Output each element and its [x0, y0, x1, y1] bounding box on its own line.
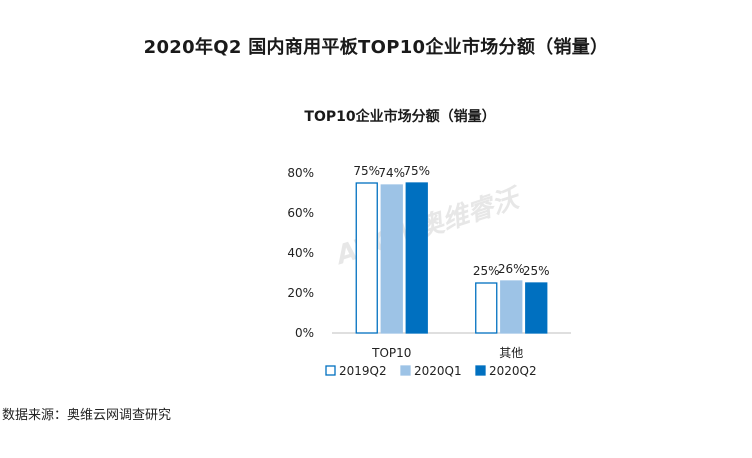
bar-2020q1-1 — [500, 280, 523, 334]
legend-label-2020q2: 2020Q2 — [489, 364, 537, 378]
y-tick-label: 60% — [287, 206, 314, 220]
bar-value-label: 74% — [378, 166, 405, 180]
y-tick-label: 40% — [287, 246, 314, 260]
bar-value-label: 26% — [498, 262, 525, 276]
bar-value-label: 25% — [523, 264, 550, 278]
chart-title: TOP10企业市场分额（销量） — [304, 108, 495, 125]
chart-container: TOP10企业市场分额（销量） AVC | 奥维睿沃 0%20%40%60%80… — [270, 95, 590, 395]
bar-2020q1-0 — [380, 184, 403, 334]
legend-label-2019q2: 2019Q2 — [339, 364, 387, 378]
bar-2020q2-0 — [405, 182, 428, 334]
bar-value-label: 25% — [473, 264, 500, 278]
page-title: 2020年Q2 国内商用平板TOP10企业市场分额（销量） — [143, 37, 609, 58]
y-tick-label: 0% — [295, 326, 314, 340]
bar-2020q2-1 — [525, 282, 548, 334]
legend-swatch-2020q2 — [475, 365, 486, 376]
bar-value-label: 75% — [403, 164, 430, 178]
bar-value-label: 75% — [353, 164, 380, 178]
y-tick-label: 80% — [287, 166, 314, 180]
legend-swatch-2019q2 — [325, 365, 336, 376]
x-tick-label: TOP10 — [371, 346, 411, 360]
bar-chart: TOP10企业市场分额（销量） AVC | 奥维睿沃 0%20%40%60%80… — [287, 108, 571, 378]
x-axis-ticks: TOP10 其他 — [371, 346, 523, 360]
bar-labels: 75%74%75% 25%26%25% — [353, 164, 549, 278]
y-tick-label: 20% — [287, 286, 314, 300]
bar-2019q2-0 — [355, 182, 378, 334]
bar-2019q2-1 — [475, 282, 498, 334]
source-note: 数据来源：奥维云网调查研究 — [2, 408, 172, 423]
legend-swatch-2020q1 — [400, 365, 411, 376]
x-tick-label: 其他 — [499, 346, 523, 360]
bars — [355, 182, 548, 334]
y-axis-ticks: 0% 20% 40% 60% 80% — [287, 166, 314, 340]
legend: 2019Q2 2020Q1 2020Q2 — [325, 364, 537, 378]
legend-label-2020q1: 2020Q1 — [414, 364, 462, 378]
